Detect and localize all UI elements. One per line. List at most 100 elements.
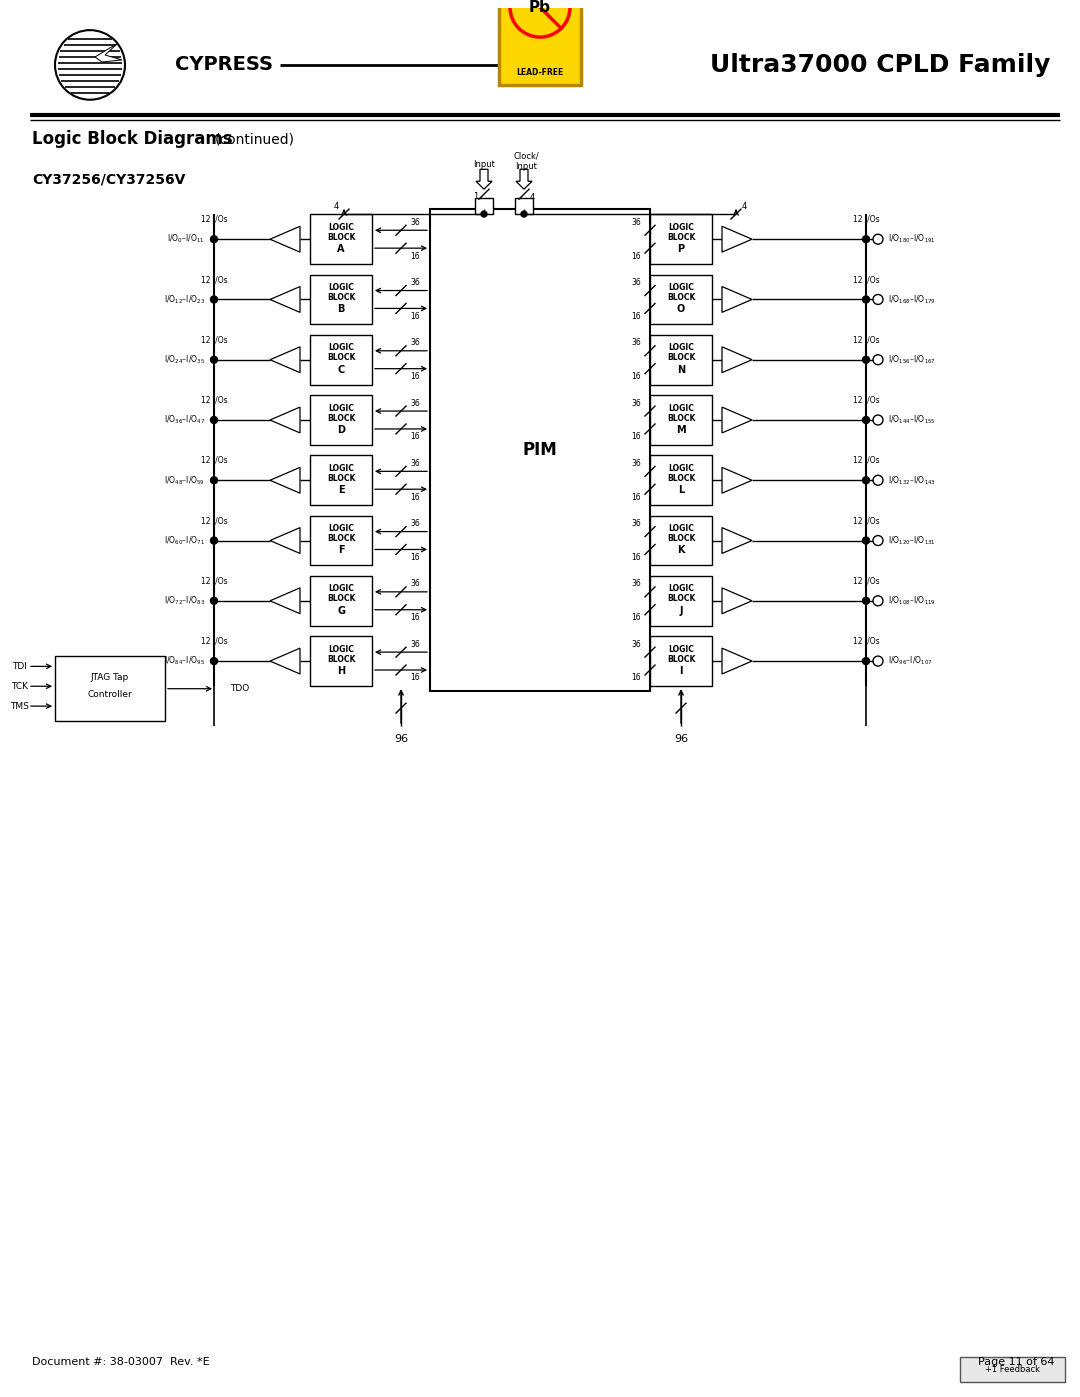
- Text: 12 I/Os: 12 I/Os: [201, 395, 227, 405]
- Polygon shape: [723, 648, 752, 673]
- Circle shape: [863, 356, 869, 363]
- Text: 96: 96: [674, 733, 688, 745]
- Text: LOGIC: LOGIC: [669, 524, 694, 534]
- Polygon shape: [723, 286, 752, 313]
- Text: BLOCK: BLOCK: [327, 534, 355, 543]
- Text: 36: 36: [631, 278, 640, 286]
- Text: A: A: [337, 244, 345, 254]
- Text: 12 I/Os: 12 I/Os: [201, 455, 227, 465]
- Bar: [310, 275, 372, 324]
- Text: 4: 4: [741, 201, 746, 211]
- Text: 1: 1: [473, 191, 478, 201]
- Text: PIM: PIM: [523, 441, 557, 460]
- Polygon shape: [723, 528, 752, 553]
- Text: 16: 16: [410, 493, 420, 502]
- Circle shape: [863, 416, 869, 423]
- Text: LOGIC: LOGIC: [328, 464, 354, 472]
- Text: 16: 16: [410, 553, 420, 562]
- Polygon shape: [723, 468, 752, 493]
- Text: Document #: 38-03007  Rev. *E: Document #: 38-03007 Rev. *E: [32, 1358, 210, 1368]
- Polygon shape: [270, 407, 300, 433]
- Text: I/O$_{168}$–I/O$_{179}$: I/O$_{168}$–I/O$_{179}$: [888, 293, 936, 306]
- Text: BLOCK: BLOCK: [666, 534, 696, 543]
- Text: I/O$_{36}$–I/O$_{47}$: I/O$_{36}$–I/O$_{47}$: [164, 414, 205, 426]
- Text: TDI: TDI: [13, 662, 27, 671]
- Text: 16: 16: [631, 493, 640, 502]
- Text: 16: 16: [410, 433, 420, 441]
- Polygon shape: [270, 648, 300, 673]
- Text: D: D: [337, 425, 345, 434]
- Bar: [475, 198, 492, 214]
- Text: LOGIC: LOGIC: [669, 584, 694, 594]
- Bar: [310, 214, 372, 264]
- Polygon shape: [516, 169, 532, 189]
- Text: LOGIC: LOGIC: [328, 644, 354, 654]
- Text: LOGIC: LOGIC: [328, 222, 354, 232]
- Text: LOGIC: LOGIC: [669, 284, 694, 292]
- Text: Page 11 of 64: Page 11 of 64: [978, 1358, 1055, 1368]
- Text: 96: 96: [394, 733, 408, 745]
- Circle shape: [863, 476, 869, 483]
- Circle shape: [211, 416, 217, 423]
- Text: I/O$_{24}$–I/O$_{35}$: I/O$_{24}$–I/O$_{35}$: [164, 353, 205, 366]
- Text: I/O$_{96}$–I/O$_{107}$: I/O$_{96}$–I/O$_{107}$: [888, 655, 932, 668]
- Text: BLOCK: BLOCK: [666, 474, 696, 483]
- Text: BLOCK: BLOCK: [327, 655, 355, 664]
- Text: I: I: [679, 666, 683, 676]
- Polygon shape: [723, 226, 752, 251]
- Text: I/O$_{132}$–I/O$_{143}$: I/O$_{132}$–I/O$_{143}$: [888, 474, 936, 486]
- Text: 12 I/Os: 12 I/Os: [201, 515, 227, 525]
- Bar: [650, 576, 712, 626]
- Polygon shape: [476, 169, 492, 189]
- Text: Clock/: Clock/: [513, 152, 539, 161]
- Bar: [55, 657, 165, 721]
- Polygon shape: [270, 346, 300, 373]
- Text: E: E: [338, 485, 345, 495]
- Text: B: B: [337, 305, 345, 314]
- Text: 12 I/Os: 12 I/Os: [853, 637, 879, 645]
- Text: 16: 16: [631, 673, 640, 683]
- Text: K: K: [677, 545, 685, 556]
- Text: LOGIC: LOGIC: [669, 222, 694, 232]
- Bar: [310, 515, 372, 566]
- Bar: [310, 335, 372, 384]
- Text: Pb: Pb: [529, 0, 551, 15]
- Text: BLOCK: BLOCK: [666, 655, 696, 664]
- Text: N: N: [677, 365, 685, 374]
- Bar: [515, 198, 534, 214]
- Text: F: F: [338, 545, 345, 556]
- Text: TMS: TMS: [11, 701, 29, 711]
- Bar: [310, 636, 372, 686]
- Circle shape: [211, 356, 217, 363]
- Text: 36: 36: [631, 458, 640, 468]
- Text: 12 I/Os: 12 I/Os: [853, 515, 879, 525]
- Text: Logic Block Diagrams: Logic Block Diagrams: [32, 130, 232, 148]
- Text: Input: Input: [473, 159, 495, 169]
- Bar: [310, 455, 372, 506]
- Text: 12 I/Os: 12 I/Os: [853, 275, 879, 284]
- Text: 12 I/Os: 12 I/Os: [853, 335, 879, 344]
- Text: 16: 16: [410, 673, 420, 683]
- Polygon shape: [95, 43, 122, 61]
- Text: J: J: [679, 606, 683, 616]
- Text: 16: 16: [410, 372, 420, 381]
- Polygon shape: [270, 286, 300, 313]
- Bar: [960, 1358, 1065, 1382]
- Text: 12 I/Os: 12 I/Os: [853, 215, 879, 224]
- Text: 36: 36: [410, 640, 420, 648]
- Bar: [650, 515, 712, 566]
- Text: LOGIC: LOGIC: [328, 404, 354, 412]
- Bar: [650, 395, 712, 444]
- Text: BLOCK: BLOCK: [666, 414, 696, 422]
- Bar: [650, 214, 712, 264]
- Text: JTAG Tap: JTAG Tap: [91, 673, 130, 682]
- Bar: [430, 210, 650, 692]
- Text: 16: 16: [631, 613, 640, 622]
- Bar: [650, 275, 712, 324]
- Text: 36: 36: [410, 398, 420, 408]
- Text: I/O$_{120}$–I/O$_{131}$: I/O$_{120}$–I/O$_{131}$: [888, 534, 935, 546]
- Text: 16: 16: [631, 433, 640, 441]
- Text: I/O$_{72}$–I/O$_{83}$: I/O$_{72}$–I/O$_{83}$: [164, 595, 205, 608]
- Text: BLOCK: BLOCK: [666, 233, 696, 242]
- Text: CY37256/CY37256V: CY37256/CY37256V: [32, 172, 186, 186]
